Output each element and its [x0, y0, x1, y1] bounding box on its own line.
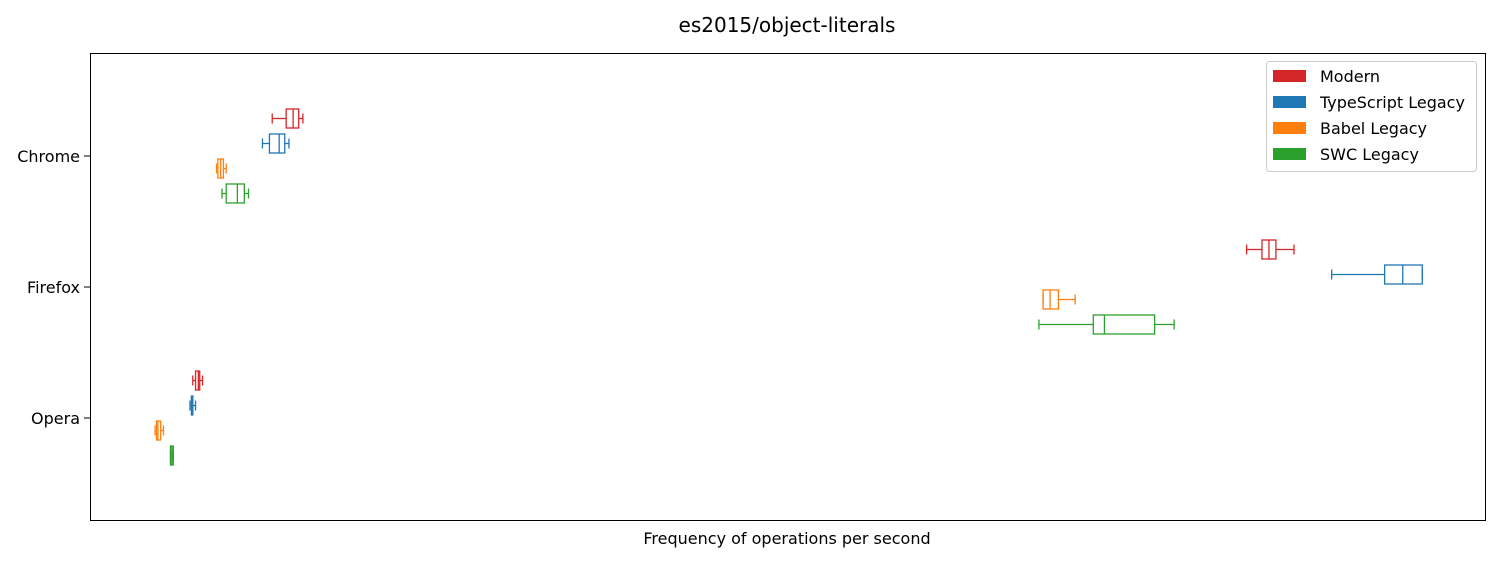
- box-iqr: [268, 133, 286, 154]
- box-babel-legacy-chrome: [215, 158, 227, 179]
- box-typescript-legacy-chrome: [261, 133, 290, 154]
- legend-item: Modern: [1273, 67, 1380, 86]
- legend-swatch: [1273, 122, 1306, 134]
- box-modern-chrome: [271, 108, 304, 129]
- box-swc-legacy-firefox: [1038, 314, 1175, 335]
- legend-item: TypeScript Legacy: [1273, 93, 1465, 112]
- box-modern-firefox: [1245, 239, 1295, 260]
- box-iqr: [225, 183, 245, 204]
- y-tick-label: Opera: [31, 409, 80, 428]
- legend-label: Babel Legacy: [1320, 119, 1427, 138]
- box-iqr: [1092, 314, 1156, 335]
- box-iqr: [1383, 264, 1423, 285]
- y-tick-label: Chrome: [17, 147, 80, 166]
- box-groups: [154, 108, 1423, 466]
- box-babel-legacy-opera: [154, 420, 165, 441]
- legend-frame: [1266, 61, 1477, 172]
- box-iqr: [1042, 289, 1060, 310]
- box-babel-legacy-firefox: [1042, 289, 1076, 310]
- box-iqr: [194, 370, 201, 391]
- box-swc-legacy-chrome: [221, 183, 250, 204]
- y-tick-label: Firefox: [27, 278, 80, 297]
- legend-label: TypeScript Legacy: [1319, 93, 1465, 112]
- legend-item: Babel Legacy: [1273, 119, 1427, 138]
- legend-swatch: [1273, 148, 1306, 160]
- y-axis: Chrome Firefox Opera: [17, 147, 91, 428]
- box-swc-legacy-opera: [169, 445, 174, 466]
- box-typescript-legacy-opera: [189, 395, 197, 416]
- box-iqr: [285, 108, 300, 129]
- legend-swatch: [1273, 70, 1306, 82]
- legend: Modern TypeScript Legacy Babel Legacy SWC L…: [1266, 61, 1477, 172]
- box-iqr: [155, 420, 162, 441]
- chart-title: es2015/object-literals: [679, 13, 896, 37]
- legend-label: Modern: [1320, 67, 1380, 86]
- box-typescript-legacy-firefox: [1331, 264, 1423, 285]
- box-modern-opera: [192, 370, 204, 391]
- x-axis-label: Frequency of operations per second: [643, 529, 930, 548]
- legend-item: SWC Legacy: [1273, 145, 1419, 164]
- legend-swatch: [1273, 96, 1306, 108]
- legend-label: SWC Legacy: [1320, 145, 1419, 164]
